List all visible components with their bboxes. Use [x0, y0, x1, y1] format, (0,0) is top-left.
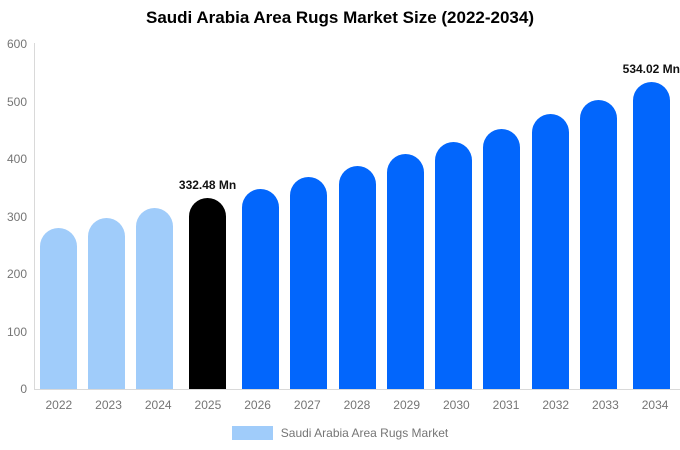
x-axis-line — [34, 389, 680, 390]
bar-2032 — [531, 114, 569, 389]
x-tick-label: 2026 — [244, 398, 271, 412]
bar-2034 — [632, 81, 670, 389]
bar-slot — [526, 44, 574, 389]
bar-slot — [478, 44, 526, 389]
y-tick-label: 400 — [6, 152, 27, 166]
bar-slot — [82, 44, 130, 389]
bar-slot — [381, 44, 429, 389]
plot-area: 332.48 Mn 534.02 Mn — [34, 44, 680, 389]
bar-2030 — [435, 141, 473, 389]
bar-slot: 534.02 Mn — [623, 44, 680, 389]
bar-slot — [574, 44, 622, 389]
bar-2029 — [386, 153, 424, 389]
x-tick-label: 2031 — [492, 398, 520, 412]
y-axis-line — [34, 43, 35, 389]
bar-2033 — [579, 99, 617, 389]
chart-title: Saudi Arabia Area Rugs Market Size (2022… — [145, 8, 534, 27]
bar-2026 — [241, 188, 279, 389]
y-tick-label: 0 — [20, 382, 27, 396]
bar-2025 — [189, 197, 227, 389]
bar-2031 — [483, 128, 521, 389]
bar-2022 — [39, 228, 77, 389]
bar-slot — [285, 44, 333, 389]
legend-swatch-icon — [231, 426, 273, 440]
x-tick-label: 2023 — [95, 398, 122, 412]
bar-slot — [34, 44, 82, 389]
bar-slot — [236, 44, 284, 389]
x-tick-label: 2030 — [442, 398, 470, 412]
bar-value-label: 332.48 Mn — [178, 177, 237, 192]
legend-item-label: Saudi Arabia Area Rugs Market — [280, 426, 449, 440]
bar-slot: 332.48 Mn — [179, 44, 236, 389]
y-tick-label: 100 — [6, 324, 27, 339]
x-tick-label: 2028 — [343, 398, 371, 412]
y-tick-label: 600 — [6, 37, 27, 51]
y-tick-label: 200 — [6, 267, 27, 281]
bar-2023 — [87, 217, 125, 389]
x-tick-label: 2027 — [293, 398, 321, 412]
bar-slot — [429, 44, 477, 389]
y-tick-label: 300 — [6, 209, 27, 224]
bar-2027 — [290, 177, 328, 389]
y-tick-label: 500 — [6, 94, 27, 109]
x-tick-label: 2022 — [45, 398, 73, 412]
bar-2028 — [338, 165, 376, 389]
x-tick-label: 2034 — [641, 398, 669, 412]
bar-slot — [131, 44, 179, 389]
x-tick-label: 2025 — [194, 398, 222, 412]
legend[interactable]: Saudi Arabia Area Rugs Market — [0, 426, 680, 440]
bar-2024 — [136, 207, 174, 389]
x-tick-label: 2029 — [393, 398, 420, 412]
bar-slot — [333, 44, 381, 389]
bar-value-label: 534.02 Mn — [622, 61, 680, 76]
x-axis: 2022 2023 2024 2025 2026 2027 2028 2029 2030 2031… — [34, 398, 680, 412]
x-tick-label: 2033 — [592, 398, 619, 412]
x-tick-label: 2024 — [144, 398, 172, 412]
x-tick-label: 2032 — [542, 398, 570, 412]
